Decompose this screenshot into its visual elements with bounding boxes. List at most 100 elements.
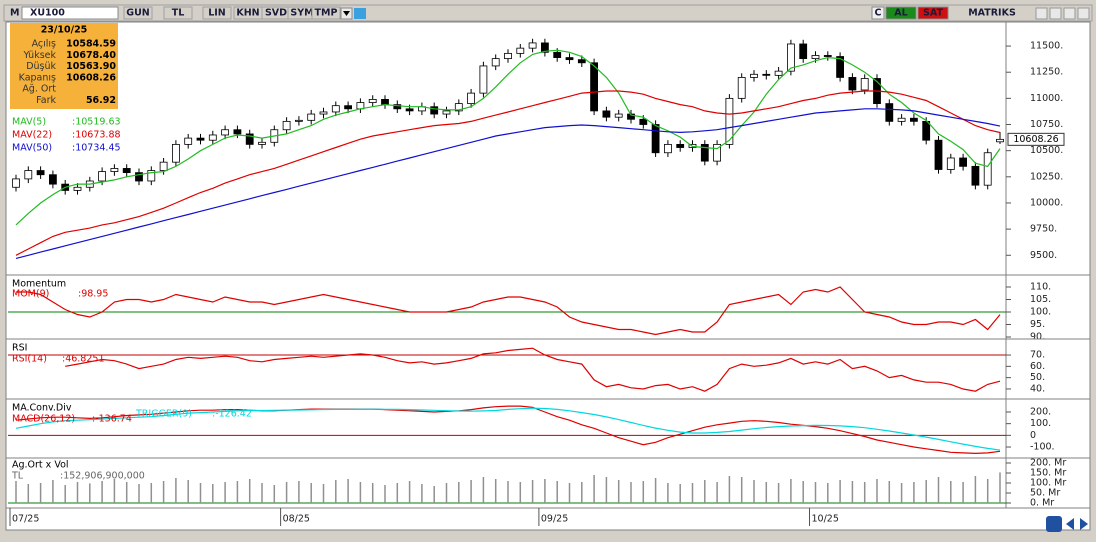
symbol[interactable]: XU100 — [30, 8, 65, 19]
legend-value: :152,906,900,000 — [60, 471, 145, 482]
candle-body — [196, 137, 205, 141]
volume-bar — [950, 481, 952, 503]
volume-bar — [138, 484, 140, 503]
toolbar-button-label[interactable]: SAT — [923, 8, 943, 19]
volume-bar — [433, 486, 435, 503]
scroll-left[interactable] — [1066, 518, 1074, 530]
candle-body — [147, 170, 156, 182]
candle-body — [737, 77, 746, 99]
toolbar-button[interactable] — [123, 6, 153, 20]
volume-bar — [494, 479, 497, 503]
candle-body — [221, 129, 230, 136]
minimize-button[interactable] — [1035, 7, 1048, 20]
volume-bar — [421, 484, 423, 503]
candle-body — [307, 113, 316, 121]
candle-body — [553, 51, 562, 58]
candle-body — [811, 55, 820, 60]
toolbar-button-label[interactable]: TMP — [315, 8, 338, 19]
legend-name: TRIGGER(9) — [135, 409, 192, 420]
volume-bar — [888, 481, 891, 503]
info-date: 23/10/25 — [41, 25, 88, 36]
volume-bar — [310, 483, 312, 503]
y-tick-label: 200. Mr — [1030, 458, 1066, 469]
volume-bar — [679, 484, 681, 503]
toolbar-button-label[interactable]: SYM — [290, 8, 313, 19]
y-tick-label: 50. — [1030, 372, 1045, 383]
scroll-right[interactable] — [1080, 518, 1088, 530]
volume-bar — [445, 483, 448, 503]
brand: MATRIKS — [968, 8, 1016, 19]
candle-body — [159, 161, 168, 171]
candle-body — [36, 170, 45, 176]
toolbar-button-label[interactable]: LIN — [208, 8, 226, 19]
toolbar-button-label[interactable]: C — [875, 8, 882, 19]
x-tick-label: 08/25 — [283, 514, 310, 525]
volume-bar — [519, 482, 522, 503]
toolbar-button[interactable] — [202, 6, 232, 20]
panel-title: Ag.Ort x Vol — [12, 460, 69, 471]
volume-bar — [458, 482, 460, 503]
candle-body — [565, 57, 574, 61]
candle-body — [12, 178, 20, 188]
last-price-box — [1007, 132, 1065, 146]
restore-button[interactable] — [1049, 7, 1062, 20]
y-tick-label: 60. — [1030, 361, 1045, 372]
y-tick-label: 10250. — [1030, 171, 1063, 182]
volume-bar — [802, 481, 804, 503]
candle-body — [122, 168, 131, 174]
volume-bar — [175, 478, 177, 503]
y-tick-label: 70. — [1030, 350, 1045, 361]
volume-bar — [617, 480, 620, 503]
toolbar-button-label[interactable]: AL — [894, 8, 907, 19]
candle-body — [319, 111, 328, 115]
candle-body — [294, 119, 303, 122]
volume-bar — [827, 483, 829, 503]
toolbar-button[interactable] — [311, 6, 341, 20]
sync-icon[interactable] — [1046, 516, 1062, 532]
info-label: Ağ. Ort — [22, 84, 56, 95]
volume-bar — [224, 482, 226, 503]
dropdown-arrow — [343, 11, 350, 16]
candle-body — [946, 157, 955, 170]
volume-bar — [765, 482, 768, 503]
toolbar-button[interactable] — [163, 6, 193, 20]
candle-body — [848, 77, 857, 91]
x-axis-area — [5, 507, 1091, 531]
maximize-button[interactable] — [1063, 7, 1076, 20]
volume-bar — [642, 481, 645, 503]
y-tick-label: 9750. — [1030, 224, 1057, 235]
toolbar-button-label[interactable]: GUN — [126, 8, 150, 19]
candle-body — [983, 152, 992, 186]
volume-bar — [162, 481, 165, 503]
volume-bar — [728, 476, 731, 503]
legend-value: :10734.45 — [72, 143, 121, 154]
toolbar-button-label[interactable]: KHN — [236, 8, 259, 19]
volume-bar — [125, 482, 128, 503]
y-tick-label: 200. — [1030, 406, 1051, 417]
toolbar-button-label[interactable]: SVD — [265, 8, 287, 19]
close-button[interactable] — [1077, 7, 1090, 20]
volume-bar — [482, 477, 485, 503]
candle-body — [823, 55, 832, 57]
toolbar-button-label[interactable]: TL — [172, 8, 185, 19]
volume-bar — [15, 481, 17, 503]
legend-value: :-136.74 — [92, 414, 132, 425]
y-tick-label: 0. Mr — [1030, 498, 1054, 509]
candle-body — [49, 174, 57, 185]
toolbar-button[interactable] — [917, 6, 949, 20]
legend-value: :-126.42 — [212, 409, 252, 420]
volume-bar — [544, 479, 546, 503]
candle-body — [602, 110, 611, 118]
volume-bar — [408, 481, 411, 503]
volume-bar — [740, 477, 743, 503]
toolbar-button[interactable] — [885, 6, 917, 20]
y-tick-label: -100. — [1030, 442, 1055, 453]
candle-body — [331, 105, 340, 113]
candle-body — [541, 42, 549, 53]
twitter-icon[interactable] — [354, 8, 366, 19]
info-value: 10678.40 — [66, 50, 116, 61]
toolbar-button[interactable] — [871, 6, 885, 20]
info-label: Düşük — [26, 61, 56, 72]
indicator-line — [15, 49, 1001, 226]
candle-body — [258, 141, 266, 145]
